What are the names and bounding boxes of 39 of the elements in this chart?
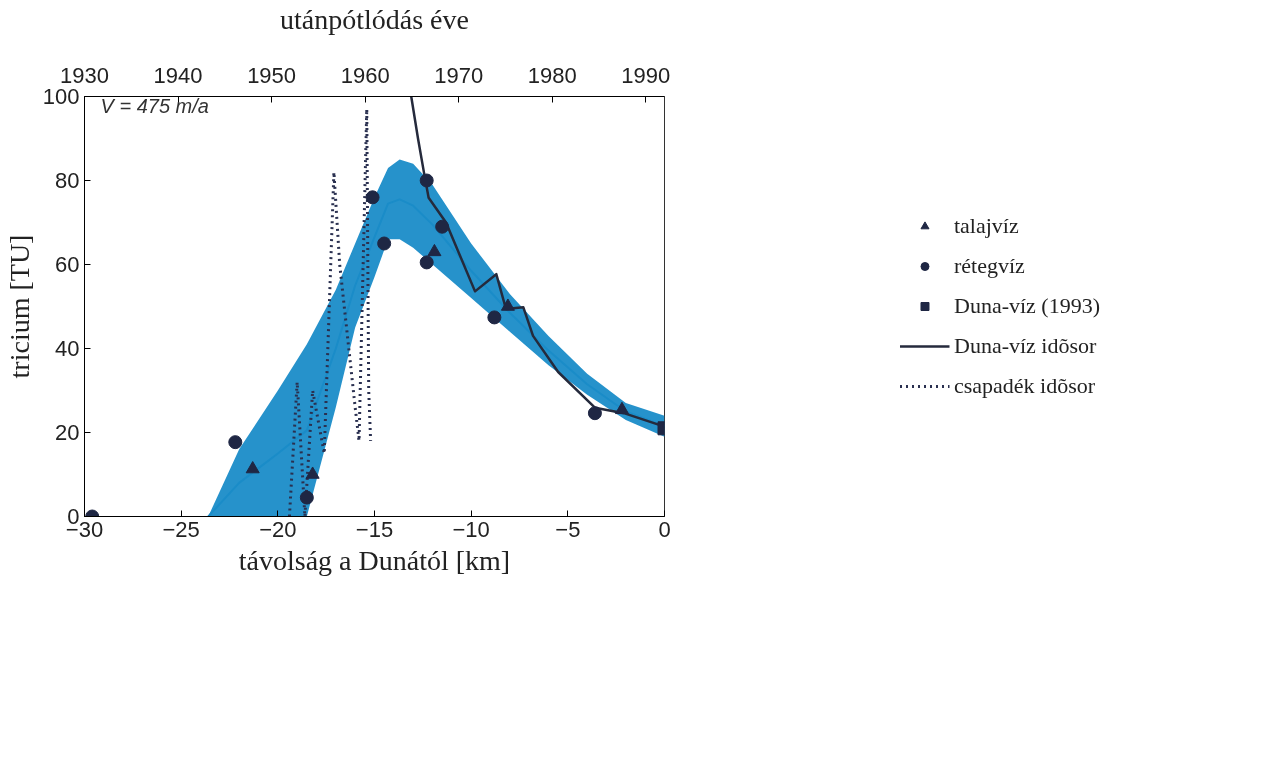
point	[299, 490, 314, 505]
x-tick-label: −20	[259, 516, 297, 542]
point	[377, 236, 392, 251]
point	[500, 298, 515, 311]
point	[587, 406, 602, 421]
x2-tick-label: 1970	[434, 62, 484, 88]
x2-tick-label: 1980	[527, 62, 577, 88]
x2-tick-label: 1990	[621, 62, 671, 88]
x-axis-title: távolság a Dunától [km]	[238, 544, 511, 576]
point	[228, 435, 243, 450]
legend-label: Duna-víz (1993)	[953, 293, 1101, 319]
x2-tick-label: 1940	[153, 62, 203, 88]
x-tick-label: −15	[355, 516, 394, 542]
legend-label: talajvíz	[953, 213, 1019, 239]
y-tick-label: 20	[55, 420, 80, 445]
point	[365, 190, 380, 205]
y-tick-label: 40	[55, 336, 80, 361]
x-tick-label: −5	[555, 516, 581, 542]
point	[435, 219, 450, 234]
point	[245, 461, 260, 474]
y-axis-title: tricium [TU]	[3, 234, 35, 379]
point	[427, 243, 442, 257]
point	[419, 173, 434, 188]
x-tick-label: 0	[658, 516, 671, 542]
x-tick-label: −10	[452, 516, 490, 542]
x2-tick-label: 1960	[340, 62, 390, 88]
point	[305, 466, 320, 479]
x2-tick-label: 1950	[247, 62, 297, 88]
x2-axis-title: utánpótlódás éve	[280, 3, 469, 35]
y-tick-label: 60	[55, 252, 80, 277]
y-tick-label: 80	[55, 168, 80, 193]
x-tick-label: −25	[162, 516, 200, 542]
point	[614, 401, 629, 415]
point	[487, 310, 502, 325]
legend-label: Duna-víz idõsor	[953, 333, 1097, 359]
legend-label: rétegvíz	[953, 253, 1025, 279]
annotation: V = 475 m/a	[100, 94, 209, 117]
legend-label: csapadék idõsor	[953, 373, 1096, 399]
point	[419, 255, 434, 270]
